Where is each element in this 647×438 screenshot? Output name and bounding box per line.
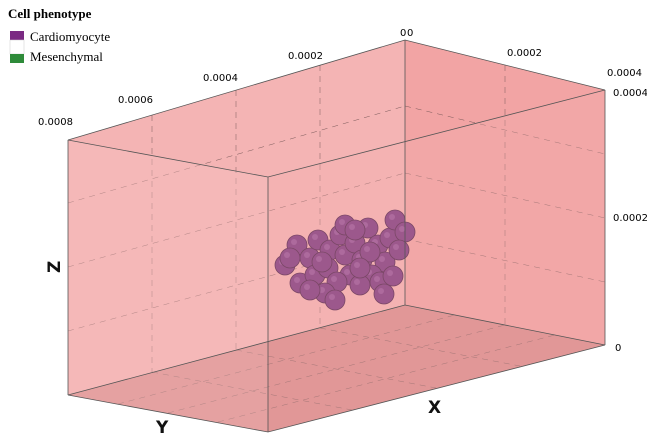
cell-highlight xyxy=(304,284,310,290)
floor xyxy=(68,305,605,432)
cell-highlight xyxy=(374,276,380,282)
cell-highlight xyxy=(399,226,405,232)
tick-label: 0.0004 xyxy=(607,68,642,79)
cell-highlight xyxy=(304,252,310,258)
cell-cluster xyxy=(274,209,416,311)
cell-highlight xyxy=(329,294,335,300)
cell-highlight xyxy=(393,244,399,250)
axis-label: Y xyxy=(155,418,169,438)
axis-label: X xyxy=(428,398,441,418)
cell-highlight xyxy=(316,256,322,262)
tick-label: 0.0002 xyxy=(507,48,542,59)
grid-lines xyxy=(67,65,606,423)
back-wall xyxy=(405,40,605,345)
cell-highlight xyxy=(379,256,385,262)
tick-label: 0 xyxy=(407,28,413,39)
cell-highlight xyxy=(364,246,370,252)
cell-highlight xyxy=(378,288,384,294)
tick-label: 0.0004 xyxy=(203,73,238,84)
cell-highlight xyxy=(291,239,297,245)
cell-highlight xyxy=(309,269,315,275)
cell-highlight xyxy=(349,224,355,230)
cell-highlight xyxy=(339,219,345,225)
tick-label: 0 xyxy=(400,28,406,39)
legend-label: Cardiomyocyte xyxy=(30,29,110,44)
cell-highlight xyxy=(284,252,290,258)
cell-highlight xyxy=(331,276,337,282)
cell-highlight xyxy=(354,279,360,285)
legend-swatch xyxy=(9,39,25,55)
tick-label: 0.0008 xyxy=(38,117,73,128)
cell-highlight xyxy=(384,232,390,238)
cell-highlight xyxy=(344,269,350,275)
legend-swatch xyxy=(10,54,24,63)
cell-highlight xyxy=(354,262,360,268)
axis-label: Z xyxy=(45,261,65,273)
tick-label: 0 xyxy=(615,343,621,354)
cell-highlight xyxy=(389,214,395,220)
cell-highlight xyxy=(339,249,345,255)
cell-highlight xyxy=(387,270,393,276)
cell-highlight xyxy=(324,244,330,250)
cell-highlight xyxy=(294,277,300,283)
front-wall xyxy=(68,140,268,432)
legend-title: Cell phenotype xyxy=(8,6,92,21)
tick-label: 0.0006 xyxy=(118,95,153,106)
legend-label: Mesenchymal xyxy=(30,49,103,64)
box-edges xyxy=(67,39,606,433)
cell-highlight xyxy=(312,234,318,240)
tick-label: 0.0004 xyxy=(613,88,647,99)
tick-label: 0.0002 xyxy=(288,51,323,62)
legend-swatch xyxy=(10,31,24,40)
right-wall xyxy=(268,90,605,432)
tick-label: 0.0002 xyxy=(613,213,647,224)
cell-highlight xyxy=(319,287,325,293)
